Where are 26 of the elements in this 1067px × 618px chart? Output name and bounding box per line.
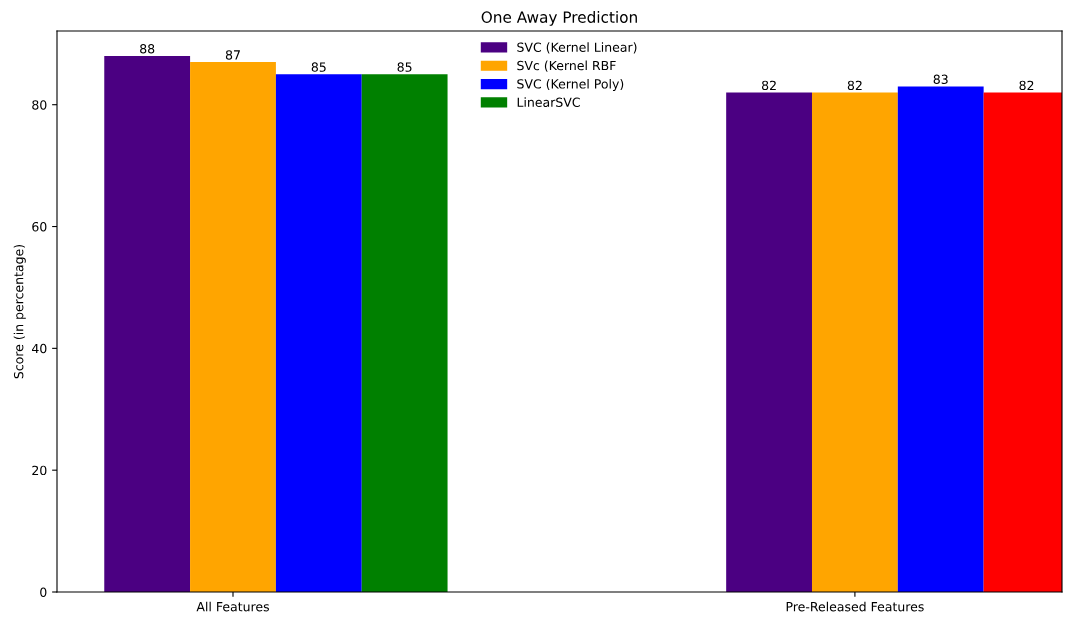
bar (104, 55, 191, 592)
data-label: 82 (1019, 80, 1034, 91)
y-tick-label: 40 (31, 343, 47, 354)
bar (811, 92, 898, 592)
bar (190, 62, 276, 592)
x-tick-label: All Features (196, 601, 269, 612)
data-label: 85 (311, 62, 326, 72)
y-axis-title: Score (in percentage) (13, 244, 26, 379)
bar (275, 74, 362, 592)
y-tick-label: 20 (32, 465, 47, 476)
data-label: 83 (933, 74, 948, 85)
x-tick-label: Pre-Released Features (786, 601, 924, 612)
data-label: 82 (847, 80, 862, 91)
bar (726, 92, 812, 592)
legend-label: SVC (Kernel Linear) (517, 42, 637, 54)
data-label: 88 (140, 44, 155, 54)
legend-label: SVC (Kernel Poly) (517, 78, 624, 92)
legend-label: SVc (Kernel RBF (517, 60, 616, 72)
y-tick-label: 80 (32, 100, 47, 110)
data-label: 87 (225, 50, 240, 60)
data-label: 82 (761, 80, 776, 91)
data-label: 85 (397, 62, 412, 72)
chart-title: One Away Prediction (481, 11, 637, 26)
y-tick-label: 0 (40, 587, 47, 597)
legend-label: LinearSVC (517, 97, 580, 107)
y-tick-label: 60 (32, 222, 47, 232)
